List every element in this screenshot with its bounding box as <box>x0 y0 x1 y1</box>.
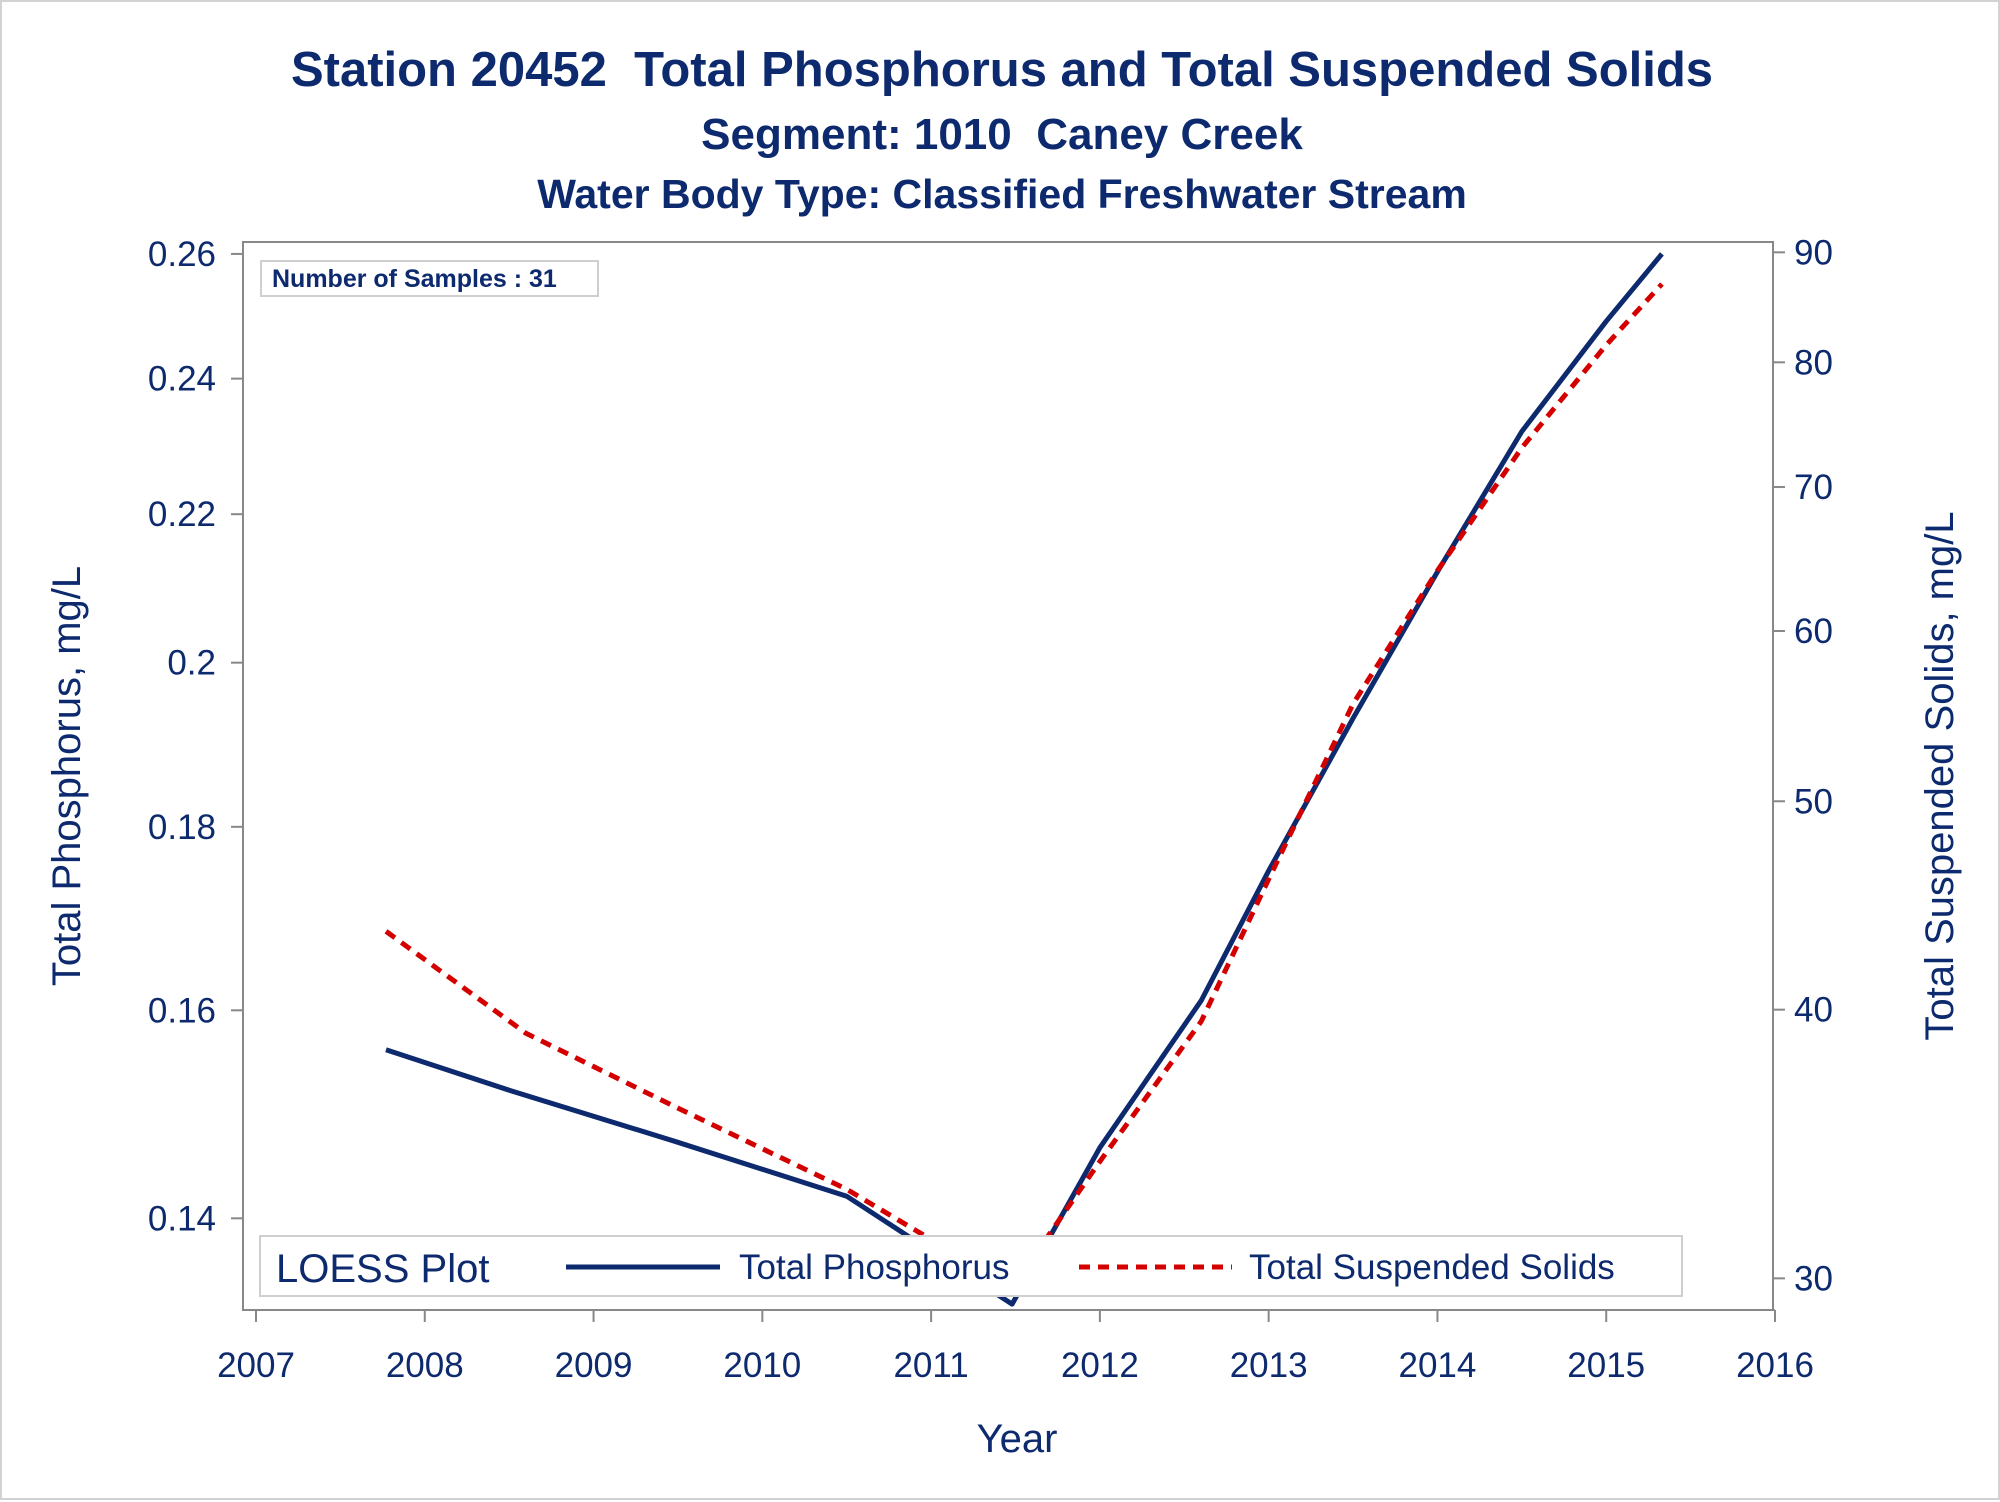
series-layer <box>384 252 1664 1307</box>
x-tick-label-2015: 2015 <box>1567 1346 1645 1385</box>
series-line-total-phosphorus <box>385 252 1664 1307</box>
y-right-tick-label-90: 90 <box>1794 233 1833 272</box>
x-tick-label-2008: 2008 <box>386 1346 464 1385</box>
y-right-tick-label-50: 50 <box>1794 782 1833 821</box>
x-tick-label-2010: 2010 <box>723 1346 801 1385</box>
y-left-tick-label-0.2: 0.2 <box>167 644 216 683</box>
x-tick-label-2016: 2016 <box>1736 1346 1814 1385</box>
y-right-tick-label-60: 60 <box>1794 612 1833 651</box>
legend-label-phosphorus: Total Phosphorus <box>739 1248 1009 1287</box>
chart-title: Station 20452 Total Phosphorus and Total… <box>290 43 1714 97</box>
legend-label-tss: Total Suspended Solids <box>1249 1248 1615 1287</box>
y-right-tick-label-40: 40 <box>1794 991 1833 1030</box>
y-right-tick-label-80: 80 <box>1794 343 1833 382</box>
sample-count-inset: Number of Samples : 31 <box>260 260 599 297</box>
y-left-tick-label-0.24: 0.24 <box>148 360 216 399</box>
y-left-tick-label-0.26: 0.26 <box>148 235 216 274</box>
axes-layer: 2007 2008 2009 2010 2011 2012 2013 2014 2015 2016… <box>45 233 1962 1461</box>
x-tick-label-2007: 2007 <box>217 1346 295 1385</box>
chart-subtitle-segment: Segment: 1010 Caney Creek <box>701 110 1303 159</box>
legend: LOESS Plot Total Phosphorus Total Suspen… <box>259 1235 1683 1297</box>
y-right-axis-label: Total Suspended Solids, mg/L <box>1918 511 1962 1040</box>
chart-subtitle-water-body: Water Body Type: Classified Freshwater S… <box>537 171 1467 217</box>
y-left-tick-label-0.14: 0.14 <box>148 1199 216 1238</box>
y-right-tick-label-70: 70 <box>1794 468 1833 507</box>
y-left-tick-label-0.18: 0.18 <box>148 808 216 847</box>
sample-count-label: Number of Samples : 31 <box>272 265 557 293</box>
series-line-total-suspended-solids <box>384 282 1664 1291</box>
y-left-tick-label-0.16: 0.16 <box>148 991 216 1030</box>
legend-box <box>259 1235 1683 1297</box>
x-axis-label: Year <box>977 1417 1058 1461</box>
legend-title: LOESS Plot <box>276 1247 489 1291</box>
x-tick-label-2013: 2013 <box>1230 1346 1308 1385</box>
x-tick-label-2009: 2009 <box>555 1346 633 1385</box>
x-tick-label-2012: 2012 <box>1061 1346 1139 1385</box>
sample-count-box <box>260 260 599 297</box>
plot-area <box>242 241 1774 1311</box>
x-tick-label-2014: 2014 <box>1399 1346 1477 1385</box>
y-left-axis-label: Total Phosphorus, mg/L <box>45 566 89 986</box>
y-left-tick-label-0.22: 0.22 <box>148 495 216 534</box>
y-right-tick-label-30: 30 <box>1794 1259 1833 1298</box>
x-tick-label-2011: 2011 <box>893 1346 968 1385</box>
